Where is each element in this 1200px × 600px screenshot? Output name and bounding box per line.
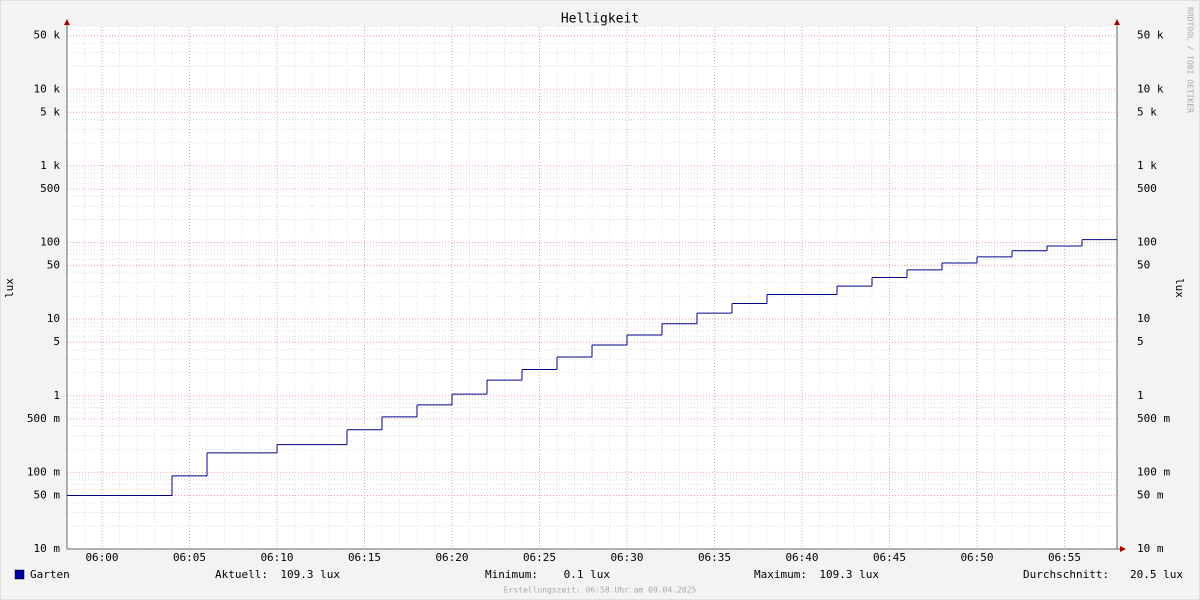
watermark: RRDTOOL / TOBI OETIKER — [1186, 7, 1195, 113]
y-tick-label: 50 k — [34, 29, 61, 42]
x-tick-label: 06:25 — [523, 551, 556, 564]
y2-tick-label: 500 m — [1137, 412, 1170, 425]
x-tick-label: 06:30 — [610, 551, 643, 564]
y2-tick-label: 5 — [1137, 335, 1144, 348]
y2-tick-label: 50 m — [1137, 488, 1164, 501]
x-tick-label: 06:35 — [698, 551, 731, 564]
y2-tick-label: 1 k — [1137, 159, 1157, 172]
stat-label: Minimum: — [485, 568, 538, 581]
axis-arrow — [1120, 546, 1126, 552]
x-tick-label: 06:40 — [785, 551, 818, 564]
x-tick-label: 06:50 — [960, 551, 993, 564]
y-tick-label: 50 — [47, 259, 60, 272]
stat-value: 109.3 lux — [819, 568, 879, 581]
legend-swatch — [14, 569, 25, 580]
y-tick-label: 500 m — [27, 412, 60, 425]
x-tick-label: 06:10 — [260, 551, 293, 564]
y2-tick-label: 1 — [1137, 389, 1144, 402]
y2-tick-label: 10 k — [1137, 82, 1164, 95]
x-tick-label: 06:20 — [435, 551, 468, 564]
stat-label: Aktuell: — [215, 568, 268, 581]
y2-tick-label: 100 m — [1137, 465, 1170, 478]
x-tick-label: 06:05 — [173, 551, 206, 564]
legend-label: Garten — [30, 568, 70, 581]
x-tick-label: 06:15 — [348, 551, 381, 564]
y2-tick-label: 10 — [1137, 312, 1150, 325]
stat-value: 20.5 lux — [1130, 568, 1183, 581]
y-tick-label: 500 — [40, 182, 60, 195]
y-tick-label: 10 k — [34, 82, 61, 95]
y-tick-label: 1 — [53, 389, 60, 402]
x-tick-label: 06:55 — [1048, 551, 1081, 564]
y2-tick-label: 50 — [1137, 259, 1150, 272]
y-tick-label: 10 m — [34, 542, 61, 555]
axis-arrow — [64, 19, 70, 25]
y-tick-label: 5 k — [40, 105, 60, 118]
stat-label: Durchschnitt: — [1023, 568, 1109, 581]
y-tick-label: 5 — [53, 335, 60, 348]
y-tick-label: 1 k — [40, 159, 60, 172]
x-tick-label: 06:00 — [85, 551, 118, 564]
y2-tick-label: 5 k — [1137, 105, 1157, 118]
y-tick-label: 50 m — [34, 488, 61, 501]
y-axis-label: lux — [3, 278, 16, 298]
footer: Erstellungszeit: 06:58 Uhr am 09.04.2025 — [504, 586, 697, 595]
y-tick-label: 100 — [40, 236, 60, 249]
y2-tick-label: 500 — [1137, 182, 1157, 195]
y2-tick-label: 100 — [1137, 236, 1157, 249]
stat-value: 109.3 lux — [280, 568, 340, 581]
axis-arrow — [1114, 19, 1120, 25]
stat-value: 0.1 lux — [564, 568, 611, 581]
x-tick-label: 06:45 — [873, 551, 906, 564]
chart-title: Helligkeit — [561, 12, 639, 27]
y2-tick-label: 10 m — [1137, 542, 1164, 555]
y-tick-label: 100 m — [27, 465, 60, 478]
stat-label: Maximum: — [754, 568, 807, 581]
y-tick-label: 10 — [47, 312, 60, 325]
y2-tick-label: 50 k — [1137, 29, 1164, 42]
grid — [67, 27, 1117, 550]
y2-axis-label: lux — [1173, 278, 1186, 298]
